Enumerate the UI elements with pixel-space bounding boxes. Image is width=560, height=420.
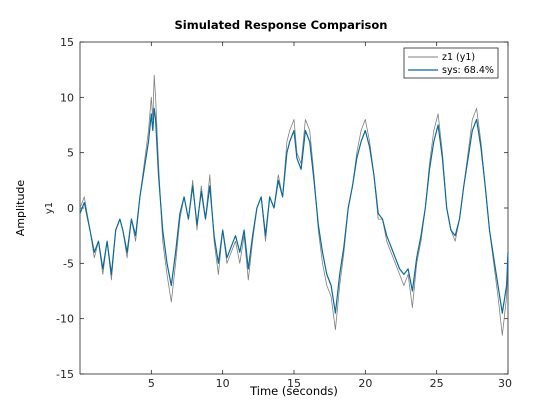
legend-box — [403, 47, 499, 79]
legend-label-model: sys: 68.4% — [442, 65, 494, 76]
y-tick-label: 0 — [67, 202, 74, 215]
y-tick-label: -5 — [63, 257, 74, 270]
chart-title: Simulated Response Comparison — [175, 18, 388, 32]
y-axis-label: Amplitude — [14, 180, 27, 237]
series-measured-line — [79, 74, 509, 336]
series-model-line — [79, 107, 509, 314]
plot-area — [79, 41, 509, 375]
y-axis: 15 10 5 0 -5 -10 -15 — [56, 36, 508, 381]
x-tick-label: 25 — [430, 377, 444, 390]
channel-label: y1 — [44, 202, 55, 214]
series-layer — [79, 74, 509, 336]
legend-label-measured: z1 (y1) — [442, 52, 475, 63]
x-axis: 5 10 15 20 25 30 — [148, 42, 512, 390]
y-tick-label: 10 — [60, 91, 74, 104]
legend: z1 (y1) sys: 68.4% — [403, 47, 499, 79]
x-axis-label: Time (seconds) — [249, 384, 338, 398]
x-tick-label: 30 — [498, 377, 512, 390]
x-tick-label: 5 — [148, 377, 155, 390]
x-tick-label: 15 — [287, 377, 301, 390]
y-tick-label: -15 — [56, 368, 74, 381]
y-tick-label: 15 — [60, 36, 74, 49]
x-tick-label: 20 — [358, 377, 372, 390]
x-tick-label: 10 — [216, 377, 230, 390]
y-tick-label: 5 — [67, 147, 74, 160]
y-tick-label: -10 — [56, 313, 74, 326]
